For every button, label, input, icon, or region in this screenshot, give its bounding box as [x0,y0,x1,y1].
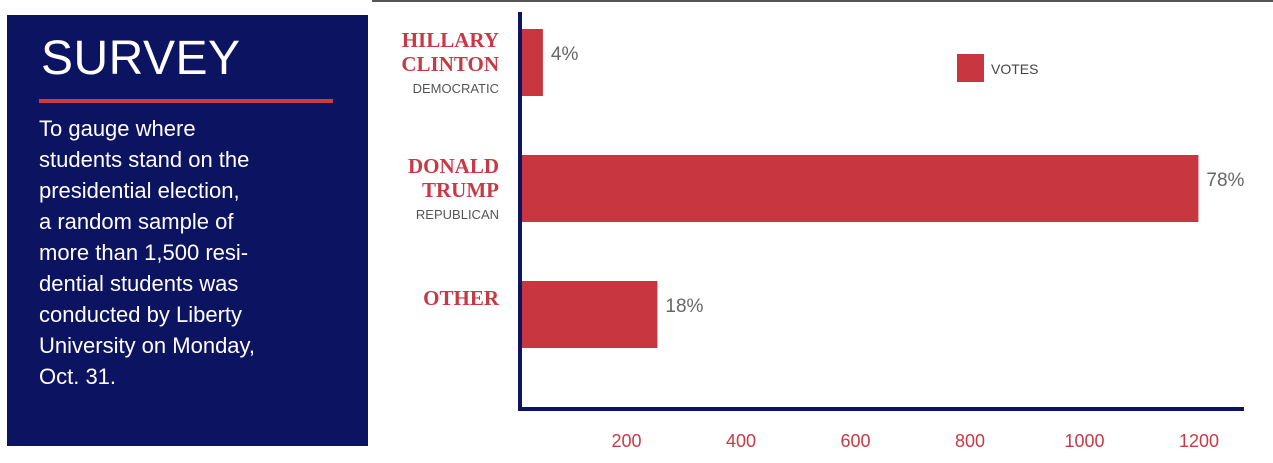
x-tick-label: 800 [955,431,985,451]
legend-label: VOTES [991,61,1038,77]
survey-description-line: more than 1,500 resi- [39,240,249,265]
survey-description: To gauge where students stand on the pre… [39,113,339,392]
survey-description-line: conducted by Liberty [39,302,243,327]
survey-description-line: Oct. 31. [39,364,117,389]
candidate-name-label: HILLARY [402,28,499,52]
candidate-party-label: REPUBLICAN [416,207,499,222]
survey-description-line: dential students was [39,271,239,296]
vote-bar [520,155,1199,222]
bar-percentage-label: 78% [1206,170,1244,191]
survey-info-panel: SURVEY To gauge where students stand on … [7,15,368,446]
vote-bar [520,29,543,96]
bar-percentage-label: 18% [665,296,703,317]
vote-bar [520,281,658,348]
legend-swatch [957,54,984,82]
survey-description-line: a random sample of [39,209,234,234]
top-divider-line [372,0,1273,2]
x-tick-label: 1000 [1064,431,1104,451]
x-tick-label: 400 [726,431,756,451]
x-tick-label: 1200 [1179,431,1219,451]
survey-title: SURVEY [41,32,241,85]
candidate-name-label: DONALD [408,154,499,178]
candidate-name-label: CLINTON [401,52,499,76]
survey-description-line: presidential election, [39,178,240,203]
survey-description-line: students stand on the [39,147,250,172]
survey-description-line: University on Monday, [39,333,256,358]
survey-description-line: To gauge where [39,116,196,141]
x-tick-label: 600 [840,431,870,451]
survey-title-underline [39,99,333,103]
candidate-name-label: OTHER [423,286,500,310]
bar-percentage-label: 4% [551,44,579,65]
candidate-name-label: TRUMP [422,178,499,202]
x-tick-label: 200 [611,431,641,451]
candidate-party-label: DEMOCRATIC [413,81,499,96]
